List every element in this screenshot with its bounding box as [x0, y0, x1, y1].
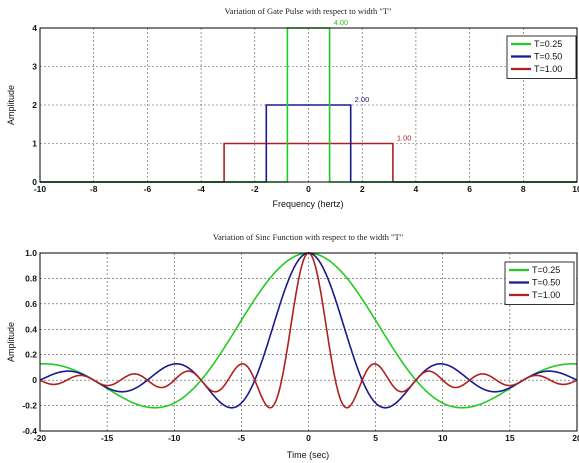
- x-tick-label: -5: [238, 433, 246, 443]
- x-axis-label: Frequency (hertz): [272, 199, 343, 209]
- pulse-height-label: 4.00: [334, 18, 349, 27]
- legend-label: T=1.00: [534, 64, 562, 74]
- x-tick-label: -6: [144, 184, 152, 194]
- y-axis-label: Amplitude: [6, 322, 16, 362]
- y-tick-label: 0.4: [25, 324, 37, 334]
- legend-label: T=0.50: [534, 52, 562, 62]
- legend-label: T=0.50: [532, 278, 560, 288]
- y-tick-label: 0.8: [25, 273, 37, 283]
- gate-pulse-chart: Variation of Gate Pulse with respect to …: [6, 6, 579, 209]
- plot-frame: [39, 252, 578, 432]
- x-tick-label: -20: [34, 433, 47, 443]
- y-tick-label: 0: [32, 375, 37, 385]
- x-tick-label: -10: [34, 184, 47, 194]
- y-tick-label: 1: [32, 139, 37, 149]
- x-tick-label: 10: [572, 184, 579, 194]
- x-tick-label: 10: [438, 433, 448, 443]
- x-tick-label: 6: [467, 184, 472, 194]
- x-tick-label: 15: [505, 433, 515, 443]
- chart-title: Variation of Sinc Function with respect …: [213, 232, 403, 242]
- y-tick-label: 4: [32, 23, 37, 33]
- x-tick-label: 2: [360, 184, 365, 194]
- x-tick-label: -8: [90, 184, 98, 194]
- y-tick-label: -0.4: [22, 426, 37, 436]
- plot-frame: [39, 27, 578, 183]
- x-tick-label: -2: [251, 184, 259, 194]
- y-axis-label: Amplitude: [6, 85, 16, 125]
- sinc-function-chart: Variation of Sinc Function with respect …: [6, 232, 579, 460]
- x-axis-label: Time (sec): [287, 450, 329, 460]
- y-tick-label: 3: [32, 62, 37, 72]
- y-tick-label: 1.0: [25, 248, 37, 258]
- legend-label: T=0.25: [532, 265, 560, 275]
- x-tick-label: 0: [306, 184, 311, 194]
- pulse-height-label: 1.00: [397, 134, 412, 143]
- y-tick-label: 0.2: [25, 350, 37, 360]
- pulse-height-label: 2.00: [355, 95, 370, 104]
- y-tick-label: -0.2: [22, 401, 37, 411]
- chart-title: Variation of Gate Pulse with respect to …: [225, 6, 392, 16]
- x-tick-label: 20: [572, 433, 579, 443]
- x-tick-label: 0: [306, 433, 311, 443]
- x-tick-label: -15: [101, 433, 114, 443]
- legend: T=0.25 T=0.50 T=1.00: [506, 35, 577, 79]
- y-tick-label: 0.6: [25, 299, 37, 309]
- x-tick-label: -4: [197, 184, 205, 194]
- x-tick-label: 8: [521, 184, 526, 194]
- legend: T=0.25 T=0.50 T=1.00: [504, 261, 575, 305]
- x-tick-label: 4: [414, 184, 419, 194]
- x-tick-label: 5: [373, 433, 378, 443]
- y-tick-label: 2: [32, 100, 37, 110]
- y-tick-label: 0: [32, 177, 37, 187]
- x-tick-label: -10: [168, 433, 181, 443]
- legend-label: T=1.00: [532, 290, 560, 300]
- legend-label: T=0.25: [534, 39, 562, 49]
